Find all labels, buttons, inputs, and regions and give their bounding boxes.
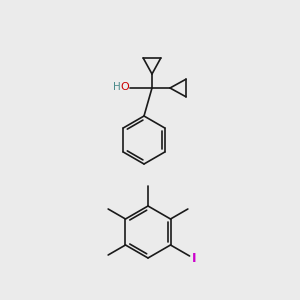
Text: H: H (113, 82, 121, 92)
Text: I: I (192, 252, 196, 265)
Text: O: O (121, 82, 129, 92)
